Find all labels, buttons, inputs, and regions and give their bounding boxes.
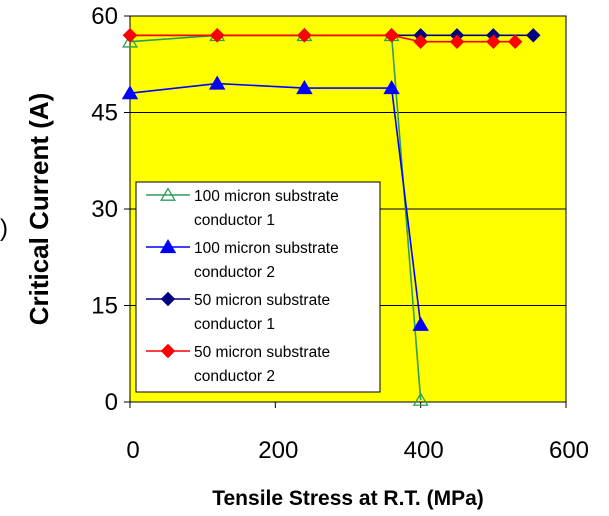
series-4 bbox=[122, 28, 523, 49]
legend-swatch-marker bbox=[160, 187, 176, 201]
x-tick-label: 0 bbox=[126, 437, 139, 464]
legend-swatch-marker bbox=[160, 343, 176, 359]
legend-swatch-marker bbox=[159, 239, 177, 254]
legend-label: 100 micron substrate bbox=[194, 240, 339, 257]
data-point bbox=[486, 34, 501, 49]
legend-entry: 100 micron substrate conductor 1 bbox=[146, 187, 339, 229]
x-tick-label: 600 bbox=[549, 437, 589, 464]
data-point bbox=[296, 80, 313, 95]
data-point bbox=[412, 316, 429, 331]
legend-label: conductor 2 bbox=[194, 368, 275, 385]
data-point bbox=[122, 28, 138, 43]
data-point bbox=[208, 75, 226, 90]
data-point bbox=[297, 28, 312, 43]
x-tick-label: 200 bbox=[258, 437, 298, 464]
data-point bbox=[507, 34, 523, 49]
y-tick-label: 0 bbox=[105, 389, 118, 416]
data-point bbox=[122, 33, 138, 48]
legend-entry: 50 micron substrate conductor 1 bbox=[146, 291, 330, 333]
x-tick-label: 400 bbox=[404, 437, 444, 464]
legend-box bbox=[135, 181, 381, 393]
series-2 bbox=[121, 75, 429, 331]
axes bbox=[124, 15, 567, 408]
legend-label: 50 micron substrate bbox=[194, 292, 330, 309]
data-point bbox=[384, 28, 399, 43]
legend-label: 50 micron substrate bbox=[194, 344, 330, 361]
legend-label: conductor 1 bbox=[194, 212, 275, 229]
y-tick-label: 30 bbox=[91, 196, 118, 223]
y-tick-label: 60 bbox=[91, 3, 118, 30]
legend-label: conductor 1 bbox=[194, 316, 275, 333]
legend-swatch-marker bbox=[160, 291, 176, 307]
series-layer bbox=[121, 27, 541, 406]
x-axis-title: Tensile Stress at R.T. (MPa) bbox=[212, 487, 484, 510]
legend-entry: 100 micron substrate conductor 2 bbox=[146, 239, 339, 281]
y-axis-title: Critical Current (A) bbox=[24, 93, 54, 326]
legend-label: conductor 2 bbox=[194, 264, 275, 281]
data-point bbox=[209, 28, 225, 43]
data-point bbox=[526, 28, 541, 43]
data-point bbox=[449, 34, 465, 49]
data-point bbox=[383, 80, 400, 95]
data-point bbox=[412, 392, 429, 406]
y-tick-label: 45 bbox=[91, 100, 118, 127]
edge-fragment: ) bbox=[0, 215, 8, 242]
data-point bbox=[121, 85, 139, 100]
legend-label: 100 micron substrate bbox=[194, 188, 339, 205]
y-tick-label: 15 bbox=[91, 293, 118, 320]
data-point bbox=[413, 34, 428, 49]
legend-entry: 50 micron substrate conductor 2 bbox=[146, 343, 330, 385]
